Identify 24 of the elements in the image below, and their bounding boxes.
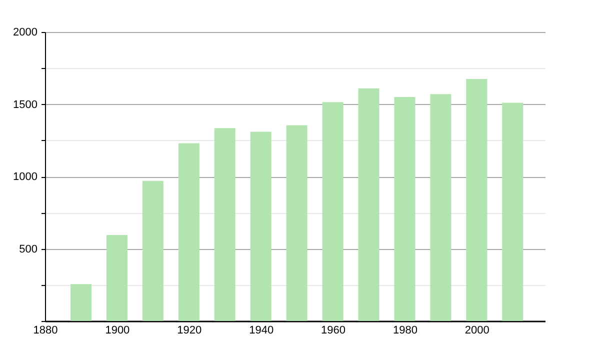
bar xyxy=(106,235,128,321)
bar xyxy=(430,94,452,321)
bar xyxy=(502,102,524,321)
y-tick-label: 500 xyxy=(19,243,38,256)
bar xyxy=(358,88,380,321)
y-tick-label: 1500 xyxy=(13,98,38,111)
bar xyxy=(466,78,488,321)
x-tick-label: 1980 xyxy=(392,324,418,336)
bar xyxy=(142,180,164,321)
x-tick-label: 1900 xyxy=(105,324,130,336)
bar xyxy=(178,143,200,321)
bar xyxy=(214,128,236,321)
bar xyxy=(250,132,272,321)
x-tick-label: 1920 xyxy=(177,324,202,336)
y-tick-label: 1000 xyxy=(13,171,38,183)
bar xyxy=(394,97,416,321)
x-tick-label: 1940 xyxy=(249,324,274,336)
bar xyxy=(70,284,92,321)
bar xyxy=(322,102,344,321)
y-tick-label: 2000 xyxy=(13,26,38,38)
x-tick-label: 2000 xyxy=(464,324,490,336)
x-tick-label: 1960 xyxy=(321,324,346,336)
bar xyxy=(286,125,308,321)
x-tick-label: 1880 xyxy=(33,324,58,336)
